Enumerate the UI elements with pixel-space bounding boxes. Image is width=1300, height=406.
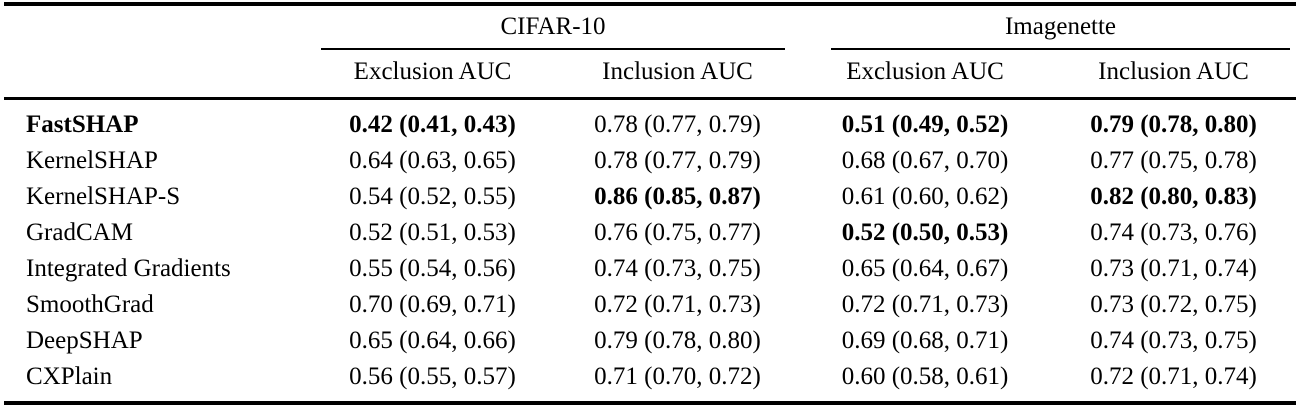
- value-cell: 0.56 (0.55, 0.57): [349, 363, 516, 390]
- col-group-imagenette: Imagenette: [799, 4, 1296, 50]
- table-row: SmoothGrad 0.70 (0.69, 0.71) 0.72 (0.71,…: [4, 287, 1296, 323]
- col-group-imagenette-label: Imagenette: [831, 13, 1291, 50]
- results-table: CIFAR-10 Imagenette Exclusion AUC Inclus…: [4, 2, 1297, 405]
- col-group-cifar10: CIFAR-10: [309, 4, 799, 50]
- value-cell: 0.52 (0.50, 0.53): [841, 219, 1009, 246]
- table-body: FastSHAP 0.42 (0.41, 0.43) 0.78 (0.77, 0…: [4, 99, 1296, 404]
- value-cell: 0.79 (0.78, 0.80): [1090, 111, 1257, 138]
- table-header: CIFAR-10 Imagenette Exclusion AUC Inclus…: [4, 4, 1297, 100]
- value-cell: 0.72 (0.71, 0.74): [1090, 363, 1257, 390]
- value-cell: 0.52 (0.51, 0.53): [349, 219, 516, 246]
- value-cell: 0.72 (0.71, 0.73): [841, 291, 1009, 318]
- value-cell: 0.73 (0.71, 0.74): [1090, 255, 1257, 282]
- value-cell: 0.78 (0.77, 0.79): [594, 111, 761, 138]
- method-cell: SmoothGrad: [26, 291, 154, 318]
- value-cell: 0.42 (0.41, 0.43): [349, 111, 516, 138]
- subheader-cifar10-exclusion-auc: Exclusion AUC: [309, 50, 556, 100]
- subheader-imagenette-inclusion-auc: Inclusion AUC: [1051, 50, 1297, 100]
- table-row: GradCAM 0.52 (0.51, 0.53) 0.76 (0.75, 0.…: [4, 215, 1296, 251]
- value-cell: 0.54 (0.52, 0.55): [349, 183, 516, 210]
- method-cell: Integrated Gradients: [26, 255, 231, 282]
- method-cell: KernelSHAP-S: [26, 183, 181, 210]
- table-row: KernelSHAP-S 0.54 (0.52, 0.55) 0.86 (0.8…: [4, 179, 1296, 215]
- table-row: Integrated Gradients 0.55 (0.54, 0.56) 0…: [4, 251, 1296, 287]
- method-cell: GradCAM: [26, 219, 133, 246]
- value-cell: 0.51 (0.49, 0.52): [841, 111, 1009, 138]
- value-cell: 0.68 (0.67, 0.70): [841, 147, 1009, 174]
- subheader-cifar10-inclusion-auc: Inclusion AUC: [556, 50, 800, 100]
- value-cell: 0.74 (0.73, 0.75): [1090, 327, 1257, 354]
- value-cell: 0.76 (0.75, 0.77): [594, 219, 761, 246]
- method-cell: FastSHAP: [26, 111, 139, 138]
- method-cell: CXPlain: [26, 363, 113, 390]
- value-cell: 0.74 (0.73, 0.75): [594, 255, 761, 282]
- value-cell: 0.78 (0.77, 0.79): [594, 147, 761, 174]
- value-cell: 0.65 (0.64, 0.67): [841, 255, 1009, 282]
- value-cell: 0.74 (0.73, 0.76): [1090, 219, 1257, 246]
- corner-empty-cell: [4, 4, 309, 50]
- value-cell: 0.79 (0.78, 0.80): [594, 327, 761, 354]
- value-cell: 0.71 (0.70, 0.72): [594, 363, 761, 390]
- table-row: FastSHAP 0.42 (0.41, 0.43) 0.78 (0.77, 0…: [4, 99, 1296, 144]
- value-cell: 0.86 (0.85, 0.87): [594, 183, 761, 210]
- value-cell: 0.60 (0.58, 0.61): [841, 363, 1009, 390]
- col-group-cifar10-label: CIFAR-10: [321, 13, 786, 50]
- subheader-imagenette-exclusion-auc: Exclusion AUC: [799, 50, 1052, 100]
- value-cell: 0.69 (0.68, 0.71): [841, 327, 1009, 354]
- table-row: KernelSHAP 0.64 (0.63, 0.65) 0.78 (0.77,…: [4, 143, 1296, 179]
- value-cell: 0.77 (0.75, 0.78): [1090, 147, 1257, 174]
- value-cell: 0.64 (0.63, 0.65): [349, 147, 516, 174]
- value-cell: 0.73 (0.72, 0.75): [1090, 291, 1257, 318]
- value-cell: 0.65 (0.64, 0.66): [349, 327, 516, 354]
- value-cell: 0.55 (0.54, 0.56): [349, 255, 516, 282]
- method-column-header-empty: [4, 50, 309, 100]
- value-cell: 0.72 (0.71, 0.73): [594, 291, 761, 318]
- table-row: CXPlain 0.56 (0.55, 0.57) 0.71 (0.70, 0.…: [4, 359, 1296, 403]
- dataset-group-row: CIFAR-10 Imagenette: [4, 4, 1296, 50]
- value-cell: 0.82 (0.80, 0.83): [1090, 183, 1257, 210]
- table-row: DeepSHAP 0.65 (0.64, 0.66) 0.79 (0.78, 0…: [4, 323, 1296, 359]
- method-cell: KernelSHAP: [26, 147, 158, 174]
- metric-header-row: Exclusion AUC Inclusion AUC Exclusion AU…: [4, 50, 1297, 100]
- value-cell: 0.70 (0.69, 0.71): [349, 291, 516, 318]
- method-cell: DeepSHAP: [26, 327, 143, 354]
- value-cell: 0.61 (0.60, 0.62): [841, 183, 1009, 210]
